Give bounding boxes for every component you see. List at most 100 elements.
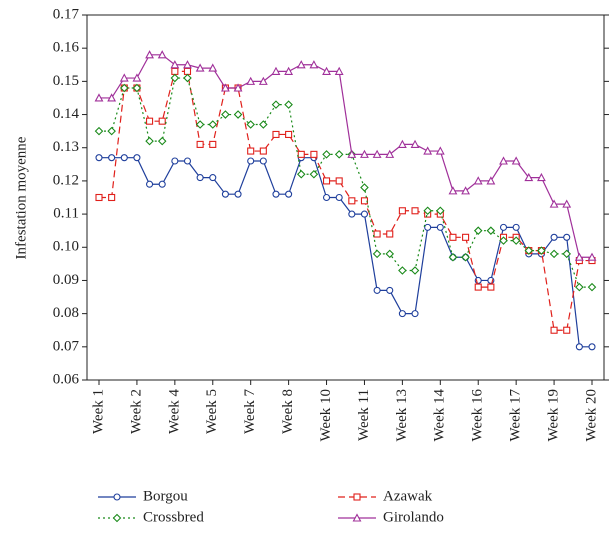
data-point [246, 76, 256, 85]
data-point [524, 246, 534, 255]
data-point [119, 73, 129, 82]
legend-label: Girolando [383, 509, 444, 525]
data-point [410, 266, 420, 275]
y-tick-label: 0.06 [53, 371, 80, 387]
data-point [209, 174, 217, 182]
data-point [183, 67, 192, 75]
data-point [511, 236, 521, 245]
data-point [158, 180, 166, 188]
data-point [436, 223, 444, 231]
x-tick-label: Week 11 [356, 389, 372, 441]
data-point [398, 310, 406, 318]
data-point [284, 66, 294, 75]
data-point [562, 249, 571, 259]
legend-marker [113, 493, 121, 501]
data-point [170, 73, 180, 83]
x-tick-label: Week 20 [583, 389, 599, 442]
legend-label: Borgou [143, 488, 188, 504]
data-point [348, 210, 356, 218]
x-tick-label: Week 16 [470, 389, 486, 442]
data-point [499, 236, 508, 245]
data-point [310, 150, 318, 158]
data-point [511, 156, 521, 165]
x-tick-label: Week 8 [280, 389, 296, 434]
data-point [563, 233, 571, 241]
legend-label: Crossbred [143, 509, 204, 525]
data-point [183, 157, 192, 165]
series-line [99, 70, 592, 331]
data-point [272, 130, 280, 139]
data-point [284, 100, 293, 109]
data-point [386, 286, 394, 294]
data-point [132, 73, 142, 82]
series-line [99, 54, 592, 258]
x-tick-label: Week 17 [508, 389, 524, 442]
data-point [94, 93, 104, 102]
data-point [196, 140, 204, 148]
data-point [549, 199, 559, 208]
data-point [221, 110, 230, 119]
legend-marker [112, 513, 122, 523]
data-point [512, 223, 520, 231]
y-tick-label: 0.07 [53, 338, 80, 354]
data-point [360, 149, 369, 158]
data-point [259, 147, 267, 155]
data-point [183, 60, 192, 69]
data-point [259, 157, 267, 165]
data-point [146, 180, 154, 188]
data-point [107, 93, 117, 102]
y-axis-title: Infestation moyenne [13, 136, 29, 259]
data-point [574, 252, 584, 261]
data-point [95, 193, 103, 202]
data-point [233, 83, 243, 92]
data-point [461, 186, 471, 195]
data-point [183, 73, 192, 83]
data-point [462, 233, 470, 241]
data-point [94, 126, 104, 136]
data-point [209, 140, 217, 148]
data-point [334, 66, 344, 75]
data-point [487, 283, 495, 291]
y-tick-label: 0.09 [53, 272, 79, 288]
data-point [575, 282, 584, 292]
data-point [436, 206, 445, 216]
data-point [246, 120, 255, 129]
data-point [271, 66, 281, 75]
data-point [537, 172, 546, 182]
data-point [499, 223, 508, 231]
data-point [145, 136, 154, 146]
plot-frame [86, 14, 605, 381]
data-point [171, 67, 179, 75]
data-point [435, 146, 445, 155]
data-point [562, 199, 572, 208]
data-point [234, 190, 242, 198]
data-point [373, 286, 381, 294]
data-point [549, 249, 559, 259]
data-point [486, 176, 496, 185]
data-point [448, 186, 458, 195]
data-point [448, 252, 458, 262]
data-point [171, 157, 179, 165]
data-point [347, 149, 357, 158]
y-tick-label: 0.14 [53, 106, 80, 122]
data-point [120, 154, 128, 162]
x-tick-label: Week 19 [546, 389, 562, 442]
y-tick-label: 0.16 [53, 40, 80, 56]
y-tick-label: 0.13 [53, 139, 79, 155]
legend-marker [353, 493, 361, 501]
data-point [537, 246, 546, 255]
data-point [386, 230, 394, 238]
data-point [233, 110, 243, 119]
y-tick-label: 0.10 [53, 239, 79, 255]
data-point [397, 139, 407, 148]
legend-label: Azawak [383, 488, 433, 504]
data-point [398, 207, 406, 215]
data-point [108, 154, 116, 162]
y-tick-label: 0.11 [53, 206, 79, 222]
data-point [423, 146, 433, 155]
data-point [410, 139, 420, 148]
data-point [411, 310, 419, 318]
data-point [132, 83, 142, 93]
data-point [588, 343, 596, 351]
data-point [550, 233, 558, 241]
